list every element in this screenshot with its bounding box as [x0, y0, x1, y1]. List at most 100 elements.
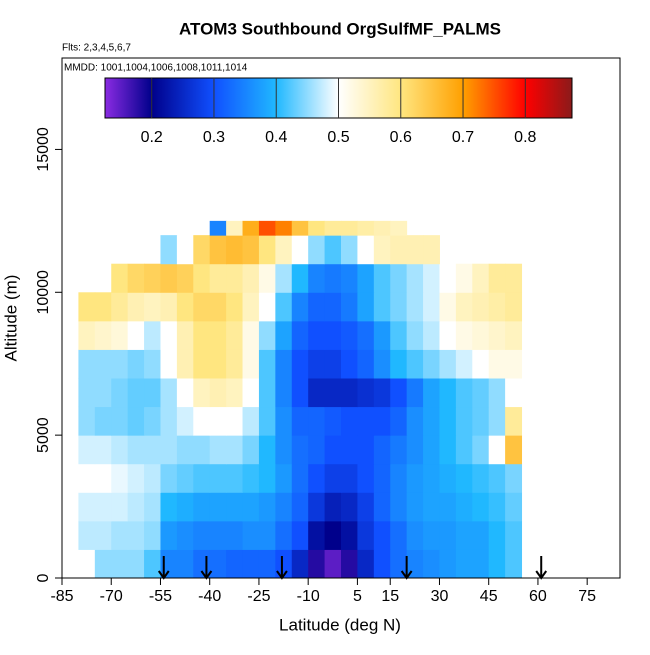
heat-cell [423, 492, 440, 522]
heat-cell [423, 378, 440, 408]
heat-cell [78, 463, 96, 493]
heat-cell [324, 263, 342, 293]
heat-cell [160, 349, 178, 379]
heat-cell [176, 378, 194, 408]
heat-cell [308, 349, 326, 379]
heat-cell [455, 292, 473, 322]
heat-cell [308, 463, 326, 493]
heat-cell [324, 220, 342, 236]
heat-cell [193, 435, 211, 465]
heat-cell [341, 435, 358, 465]
heat-cell [505, 292, 523, 322]
heat-cell [193, 235, 211, 265]
x-tick-label: 60 [529, 588, 547, 605]
heat-cell [357, 520, 375, 550]
heat-cell [209, 492, 227, 522]
heat-cell [226, 549, 244, 579]
heat-cell [390, 220, 408, 236]
heat-cell [193, 406, 211, 436]
heat-cell [209, 263, 227, 293]
heat-cell [275, 235, 293, 265]
heat-cell [111, 492, 129, 522]
heat-cell [258, 320, 276, 350]
heat-cell [275, 263, 293, 293]
heat-cell [423, 263, 440, 293]
heat-cell [176, 320, 194, 350]
heat-cell [439, 406, 457, 436]
heat-cell [160, 520, 178, 550]
heat-cell [94, 320, 112, 350]
heat-cell [472, 292, 490, 322]
heat-cell [176, 292, 194, 322]
heat-cell [275, 378, 293, 408]
heat-cell [455, 435, 473, 465]
heat-cell [308, 520, 326, 550]
heat-cell [258, 292, 276, 322]
heat-cell [160, 320, 178, 350]
heat-cell [373, 349, 391, 379]
heat-cell [423, 320, 440, 350]
heat-cell [94, 406, 112, 436]
heat-cell [390, 463, 408, 493]
y-tick-label: 5000 [35, 417, 52, 453]
heat-cell [258, 463, 276, 493]
heat-cell [193, 263, 211, 293]
heat-cell [242, 292, 260, 322]
x-axis-label: Latitude (deg N) [279, 615, 401, 634]
heat-cell [209, 378, 227, 408]
heat-cell [242, 378, 260, 408]
y-tick-label: 10000 [35, 270, 52, 315]
heat-cell [94, 378, 112, 408]
heat-cell [505, 435, 523, 465]
colorbar-tick-label: 0.2 [141, 129, 163, 146]
heat-cell [291, 463, 309, 493]
colorbar-tick-label: 0.7 [452, 129, 474, 146]
heat-cell [78, 320, 96, 350]
heat-cell [242, 520, 260, 550]
heat-cell [111, 435, 129, 465]
heat-cell [423, 549, 440, 579]
heat-cell [127, 292, 145, 322]
heat-cell [160, 463, 178, 493]
heat-cell [160, 263, 178, 293]
marker-arrow [400, 556, 413, 580]
heat-cell [488, 520, 506, 550]
heat-cell [176, 463, 194, 493]
heat-cell [209, 435, 227, 465]
heat-cell [193, 549, 211, 579]
heat-cell [390, 406, 408, 436]
heat-cell [111, 378, 129, 408]
heat-cell [308, 220, 326, 236]
heat-cell [308, 320, 326, 350]
heat-cell [390, 492, 408, 522]
heat-cell [226, 463, 244, 493]
heat-cell [455, 320, 473, 350]
heat-cell [423, 463, 440, 493]
heat-cell [505, 263, 523, 293]
heat-cell [472, 463, 490, 493]
heat-cell [341, 349, 358, 379]
heat-cell [176, 435, 194, 465]
heat-cell [357, 320, 375, 350]
heat-cell [439, 549, 457, 579]
x-tick-label: -70 [100, 588, 123, 605]
heat-cell [127, 435, 145, 465]
heat-cell [176, 235, 194, 265]
heat-cell [193, 463, 211, 493]
x-tick-label: 30 [431, 588, 449, 605]
heat-cell [242, 235, 260, 265]
heat-cell [308, 235, 326, 265]
heat-cell [406, 292, 424, 322]
heat-cell [488, 378, 506, 408]
heat-cell [341, 549, 358, 579]
heat-cell [111, 549, 129, 579]
heat-cell [291, 520, 309, 550]
heat-cell [324, 349, 342, 379]
heat-cell [423, 235, 440, 265]
heat-cell [390, 435, 408, 465]
heat-cell [324, 492, 342, 522]
heat-cell [258, 520, 276, 550]
heat-cell [193, 320, 211, 350]
heat-cell [406, 435, 424, 465]
heat-cell [209, 549, 227, 579]
